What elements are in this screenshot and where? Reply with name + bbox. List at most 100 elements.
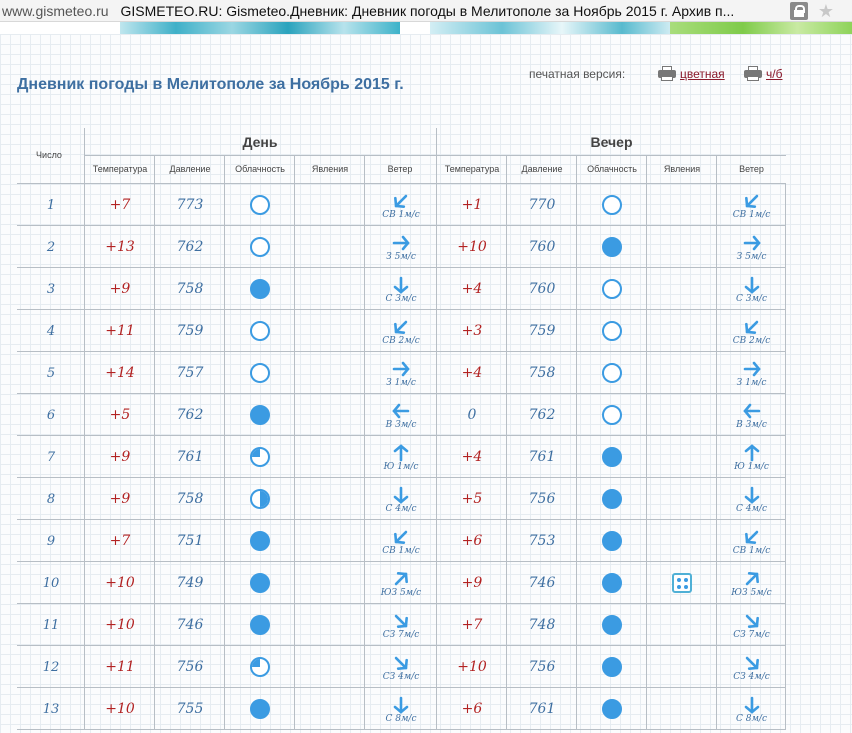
header-day-number: Число [36,150,62,160]
wind-cell: СВ 2м/с [717,310,786,352]
wind-arrow-icon [743,361,761,376]
printer-icon[interactable] [744,66,762,81]
lock-icon[interactable] [790,2,808,20]
grid-line [84,128,85,184]
day-number: 4 [46,323,56,339]
temperature-value: 0 [467,407,477,423]
header-temperature: Температура [92,164,148,174]
grid-line [785,604,786,646]
phenomena-cell [647,688,717,730]
star-icon[interactable]: ★ [817,1,834,21]
grid-line [506,604,507,646]
grid-line [294,226,295,268]
grid-line [84,155,786,156]
grid-line [294,310,295,352]
cloudiness-cell [577,394,647,436]
wind-cell: С 3м/с [717,268,786,310]
print-color-link[interactable]: цветная [680,67,725,81]
clear-sky-icon [602,405,622,425]
pressure-value: 756 [528,659,556,675]
day-number: 7 [46,449,56,465]
grid-line [646,688,647,730]
pressure-value: 749 [176,575,204,591]
grid-line [506,352,507,394]
grid-line [154,310,155,352]
wind-cell: СВ 1м/с [365,520,437,562]
cloudiness-cell [225,562,295,604]
temperature-value: +11 [105,323,135,339]
grid-line [716,352,717,394]
temperature-value: +5 [461,491,483,507]
phenomena-cell [295,604,365,646]
phenomena-cell [295,436,365,478]
wind-value: СВ 1м/с [732,545,771,556]
table-row: 10 +10 749 ЮЗ 5м/с +9 746 ЮЗ 5м/с [17,562,786,604]
grid-line [154,520,155,562]
temperature-value: +5 [109,407,131,423]
temperature-value: +10 [105,701,135,717]
grid-line [364,478,365,520]
wind-cell: СВ 1м/с [717,184,786,226]
day-number: 2 [46,239,56,255]
pressure-value: 760 [528,281,556,297]
grid-line [84,184,85,226]
temperature-value: +10 [105,617,135,633]
grid-line [576,478,577,520]
cloudiness-cell [225,520,295,562]
day-number: 9 [46,533,56,549]
grid-line [646,352,647,394]
grid-line [294,352,295,394]
grid-line [436,646,437,688]
temperature-value: +7 [109,533,131,549]
temperature-value: +9 [109,449,131,465]
wind-arrow-icon [393,443,409,461]
grid-line [576,604,577,646]
pressure-value: 759 [176,323,204,339]
grid-line [436,184,437,226]
grid-line [506,562,507,604]
grid-line [646,604,647,646]
grid-line [84,226,85,268]
temperature-value: +7 [109,197,131,213]
grid-line [84,562,85,604]
cloudiness-cell [225,394,295,436]
grid-line [785,184,786,226]
pressure-value: 756 [528,491,556,507]
grid-line [364,226,365,268]
wind-cell: СЗ 4м/с [365,646,437,688]
wind-value: СВ 2м/с [732,335,771,346]
grid-line [716,155,717,184]
grid-line [364,155,365,184]
grid-line [294,268,295,310]
wind-value: В 3м/с [736,419,767,430]
grid-line [154,562,155,604]
grid-line [785,478,786,520]
cloudiness-cell [225,184,295,226]
printer-icon[interactable] [658,66,676,81]
wind-arrow-icon [393,486,409,504]
temperature-value: +1 [461,197,483,213]
overcast-icon [250,531,270,551]
pressure-value: 758 [176,491,204,507]
wind-value: Ю 1м/с [734,461,769,472]
wind-arrow-icon [394,194,408,208]
cloudiness-cell [577,604,647,646]
grid-line [506,436,507,478]
wind-arrow-icon [744,276,759,294]
grid-line [576,436,577,478]
grid-line [436,268,437,310]
print-bw-link[interactable]: ч/б [766,67,783,81]
temperature-value: +4 [461,281,483,297]
wind-arrow-icon [392,361,410,376]
wind-value: С 8м/с [735,713,767,724]
grid-line [646,268,647,310]
wind-cell: С 8м/с [717,688,786,730]
grid-line [224,604,225,646]
grid-line [294,604,295,646]
grid-line [364,310,365,352]
grid-line [84,688,85,730]
grid-line [436,128,437,184]
grid-line [364,268,365,310]
clear-sky-icon [602,279,622,299]
grid-line [17,729,786,730]
